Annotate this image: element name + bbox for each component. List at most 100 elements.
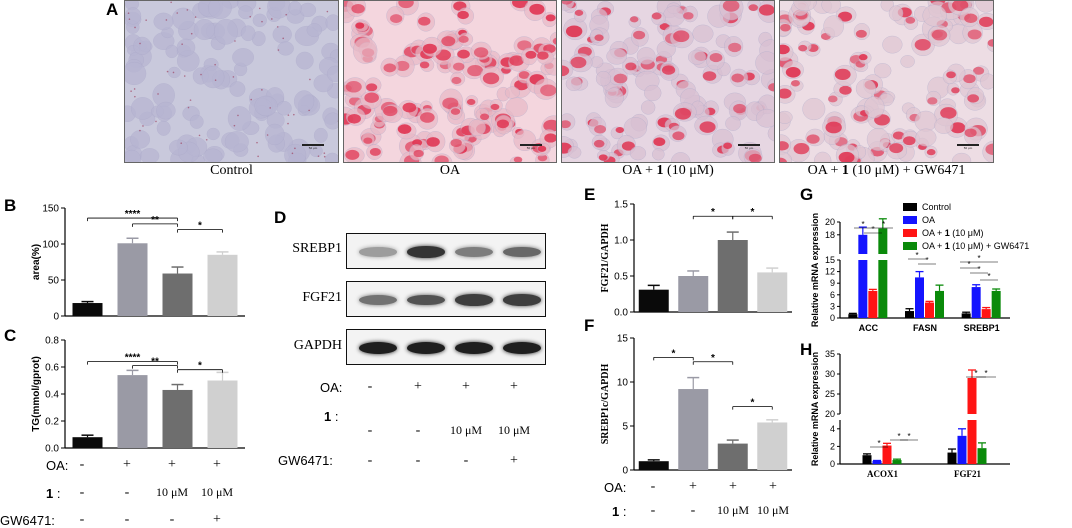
bar-upper bbox=[858, 234, 868, 254]
micrograph-label-oa-compound: OA + 1 (10 μM) bbox=[622, 163, 714, 178]
y-tick-label: 0.5 bbox=[614, 272, 628, 283]
lipid-droplet bbox=[633, 30, 646, 40]
y-axis-label: Relative mRNA expression bbox=[810, 213, 820, 327]
condition-cell: - bbox=[650, 503, 656, 518]
x-tick-label: SREBP1 bbox=[964, 323, 1000, 333]
bar bbox=[892, 460, 902, 464]
cell bbox=[873, 63, 892, 79]
y-axis-label: Relative mRNA expression bbox=[810, 352, 820, 466]
lipid-droplet bbox=[839, 85, 852, 95]
panel-label-f: F bbox=[584, 316, 595, 335]
panel-label-e: E bbox=[584, 185, 596, 204]
cell bbox=[980, 73, 993, 90]
condition-cell: 10 μM bbox=[200, 485, 234, 499]
dot bbox=[294, 147, 296, 150]
dot bbox=[186, 9, 189, 11]
lipid-droplet bbox=[562, 120, 571, 129]
lipid-droplet bbox=[672, 131, 685, 141]
dot bbox=[172, 71, 175, 74]
dot bbox=[326, 10, 329, 13]
lipid-droplet bbox=[457, 49, 470, 59]
dot bbox=[190, 32, 193, 35]
lipid-droplet bbox=[473, 47, 489, 58]
bar bbox=[207, 380, 238, 448]
lipid-droplet bbox=[395, 60, 410, 72]
lipid-droplet bbox=[615, 126, 625, 134]
lipid-droplet bbox=[355, 22, 365, 29]
lipid-droplet bbox=[785, 66, 801, 78]
lipid-droplet bbox=[905, 16, 916, 24]
condition-cell: + bbox=[168, 457, 176, 472]
significance-label: * bbox=[925, 256, 928, 265]
cell bbox=[276, 100, 292, 116]
condition-cell: - bbox=[367, 423, 373, 438]
condition-cell: - bbox=[668, 526, 718, 528]
condition-cell: + bbox=[748, 526, 798, 528]
dot bbox=[214, 63, 216, 66]
legend-label: OA bbox=[922, 215, 935, 225]
lipid-droplet bbox=[964, 128, 977, 138]
lipid-droplet bbox=[482, 72, 500, 85]
lipid-droplet bbox=[838, 151, 855, 162]
lipid-droplet bbox=[985, 143, 993, 156]
chart-g-mrna: 0 36 912 15 18 20 Relative mRNA expression ACC F… bbox=[810, 202, 1029, 333]
lipid-droplet bbox=[806, 134, 820, 144]
cell bbox=[652, 148, 665, 161]
chart-f-srebp1c: 0 5 10 15 SREBP1c/GAPDH * * * bbox=[600, 334, 792, 475]
band bbox=[359, 342, 397, 354]
band bbox=[359, 294, 397, 306]
lipid-droplet bbox=[345, 81, 362, 93]
significance-label: * bbox=[984, 369, 987, 378]
condition-cell: - bbox=[79, 512, 85, 527]
lipid-droplet bbox=[479, 113, 490, 121]
condition-cell: - bbox=[708, 526, 758, 528]
y-axis-label: TG(mmol/gprot) bbox=[31, 356, 42, 432]
cell bbox=[156, 101, 176, 120]
cell bbox=[203, 148, 223, 162]
lipid-droplet bbox=[952, 1, 969, 12]
lipid-droplet bbox=[458, 35, 469, 43]
legend-label: OA + 1 (10 μM) + GW6471 bbox=[922, 241, 1029, 251]
significance-label: * bbox=[861, 220, 864, 229]
condition-cell: - bbox=[463, 453, 469, 468]
cell bbox=[863, 96, 885, 119]
dot bbox=[157, 93, 159, 95]
dot bbox=[276, 26, 279, 28]
bar bbox=[757, 272, 788, 312]
lipid-droplet bbox=[529, 3, 545, 15]
band bbox=[503, 342, 541, 354]
dot bbox=[194, 16, 197, 18]
panel-label-b: B bbox=[4, 196, 17, 215]
lipid-droplet bbox=[748, 153, 762, 162]
lipid-droplet bbox=[946, 71, 956, 79]
condition-cell: - bbox=[628, 526, 678, 528]
lipid-droplet bbox=[967, 94, 980, 103]
y-tick-label: 30 bbox=[825, 369, 835, 379]
lipid-droplet bbox=[889, 143, 904, 154]
lipid-droplet bbox=[855, 29, 867, 38]
legend-label: Control bbox=[922, 202, 951, 212]
bar bbox=[991, 290, 1001, 318]
cell bbox=[802, 97, 826, 121]
band bbox=[503, 294, 541, 306]
cell bbox=[313, 127, 328, 143]
condition-cell: - bbox=[367, 379, 373, 394]
legend-swatch bbox=[903, 216, 917, 224]
condition-cell: + bbox=[213, 457, 221, 472]
dot bbox=[189, 99, 192, 101]
lipid-droplet bbox=[790, 80, 800, 87]
x-tick-label: ACC bbox=[859, 323, 879, 333]
lipid-droplet bbox=[594, 124, 607, 134]
significance-label: * bbox=[915, 251, 918, 260]
cond-label-oa-bc: OA: bbox=[46, 458, 69, 473]
lipid-droplet bbox=[347, 114, 361, 124]
cell bbox=[644, 84, 662, 102]
legend-swatch bbox=[903, 242, 917, 250]
significance-label: * bbox=[751, 398, 755, 409]
significance-label: ** bbox=[151, 215, 159, 226]
lipid-droplet bbox=[451, 76, 462, 85]
cell bbox=[325, 152, 338, 162]
lipid-droplet bbox=[598, 154, 608, 161]
cell bbox=[565, 76, 582, 91]
